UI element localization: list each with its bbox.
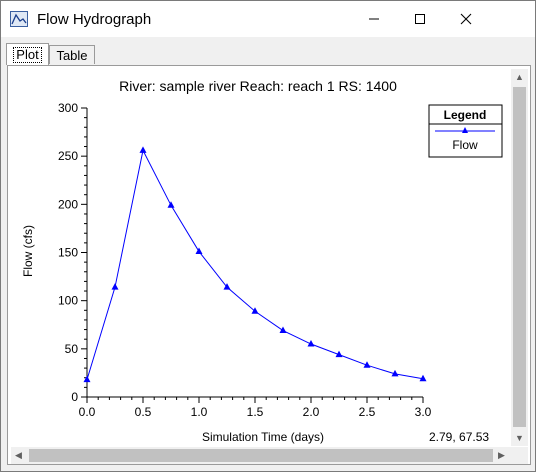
data-point [391,369,399,377]
x-axis-label: Simulation Time (days) [202,430,324,444]
tab-strip: Plot Table [1,37,535,66]
data-point [307,340,315,347]
data-point [167,201,175,208]
data-point [335,350,343,358]
series-flow [83,146,427,383]
y-tick-label: 50 [65,342,79,356]
tab-plot-label: Plot [13,46,42,63]
scroll-right-icon[interactable]: ▶ [498,450,505,460]
data-point [111,283,119,290]
minimize-button[interactable] [351,1,397,37]
data-point [251,307,259,314]
x-tick-label: 1.0 [191,405,208,419]
legend-series-name: Flow [452,138,478,152]
minimize-icon [369,18,379,20]
y-tick-label: 300 [58,101,78,115]
data-point [223,283,231,290]
y-tick-label: 200 [58,197,78,211]
hydrograph-app-icon [10,11,28,27]
x-tick-label: 3.0 [415,405,432,419]
y-tick-label: 0 [71,390,78,404]
x-tick-label: 1.5 [247,405,264,419]
series-line [86,148,424,380]
x-tick-label: 2.5 [359,405,376,419]
y-axis-label: Flow (cfs) [21,225,35,277]
chart-axes: 0 50 100 150 200 250 300 0.0 0.5 1.0 1.5 2.0 2.5 3.0 [58,101,432,419]
chart-title: River: sample river Reach: reach 1 RS: 1… [119,78,397,94]
tab-table[interactable]: Table [49,45,95,64]
title-bar[interactable]: Flow Hydrograph [1,1,535,37]
scroll-left-icon[interactable]: ◀ [15,450,22,460]
y-tick-label: 100 [58,294,78,308]
y-tick-label: 150 [58,246,78,260]
chart-legend: Legend Flow [428,104,503,158]
data-point [279,326,287,334]
horizontal-scrollbar[interactable]: ◀ ▶ [11,447,511,464]
x-tick-label: 2.0 [303,405,320,419]
y-tick-label: 250 [58,149,78,163]
data-point [363,361,371,368]
tab-table-label: Table [56,47,88,63]
data-point [83,375,91,383]
tab-plot[interactable]: Plot [6,43,49,65]
scroll-down-icon[interactable]: ▼ [515,433,524,443]
cursor-coordinates: 2.79, 67.53 [429,430,490,444]
x-tick-label: 0.5 [135,405,152,419]
x-tick-label: 0.0 [79,405,96,419]
maximize-icon [415,14,425,24]
hydrograph-chart[interactable]: River: sample river Reach: reach 1 RS: 1… [13,67,508,447]
close-icon [460,13,472,25]
close-button[interactable] [443,1,489,37]
legend-series-marker [462,127,468,133]
data-point [139,146,147,153]
legend-title: Legend [444,108,487,122]
data-point [419,374,427,382]
scrollbar-corner [511,447,528,464]
vertical-scrollbar[interactable]: ▲ ▼ [511,69,528,446]
data-point [195,247,203,255]
scroll-up-icon[interactable]: ▲ [515,72,524,82]
window-title: Flow Hydrograph [37,11,152,28]
maximize-button[interactable] [397,1,443,37]
vertical-scroll-thumb[interactable] [513,87,526,427]
horizontal-scroll-thumb[interactable] [29,449,493,462]
